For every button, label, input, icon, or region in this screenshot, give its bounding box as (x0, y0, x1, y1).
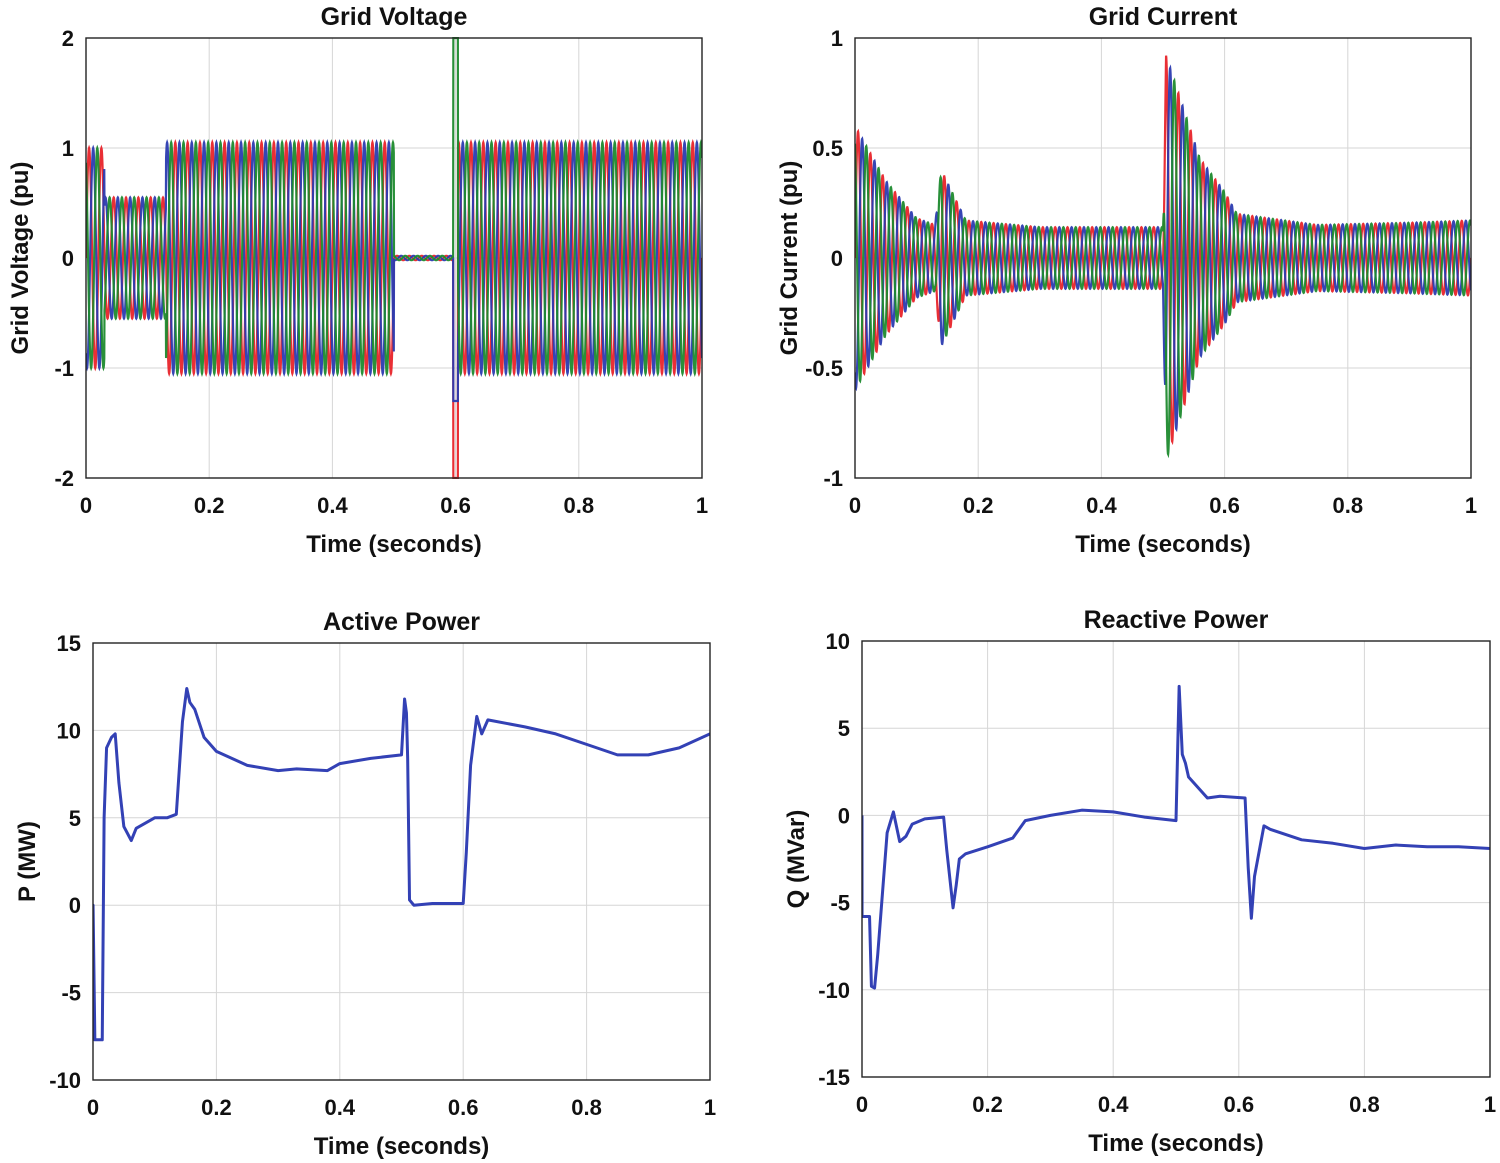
y-axis-label: Grid Current (pu) (776, 161, 803, 356)
x-tick-label: 1 (1484, 1092, 1496, 1117)
y-tick-label: 0 (831, 246, 843, 271)
x-tick-label: 1 (1465, 493, 1477, 518)
chart-panel-1: 0 0.2 0.4 0.6 0.8 1 2 1 0 -1 -2 Grid Voltage Time (s… (7, 3, 708, 558)
y-tick-label: 1 (62, 136, 74, 161)
y-tick-label: 10 (826, 629, 850, 654)
plot-area (855, 55, 1471, 459)
y-tick-label: -1 (823, 466, 843, 491)
axes-frame (85, 37, 703, 479)
x-axis-label: Time (seconds) (314, 1133, 490, 1160)
y-tick-label: 1 (831, 26, 843, 51)
x-tick-label: 0.8 (571, 1095, 602, 1120)
chart-title: Active Power (323, 608, 480, 636)
x-tick-label: 0 (80, 493, 92, 518)
x-tick-label: 0.8 (564, 493, 595, 518)
chart-panel-2: 0 0.2 0.4 0.6 0.8 1 1 0.5 0 -0.5 -1 Grid Current Tim… (776, 3, 1477, 558)
y-tick-label: -1 (54, 356, 74, 381)
x-tick-label: 0.4 (317, 493, 348, 518)
x-tick-label: 0 (87, 1095, 99, 1120)
y-tick-label: 2 (62, 26, 74, 51)
y-axis-label: Q (MVar) (783, 810, 810, 909)
x-tick-label: 1 (704, 1095, 716, 1120)
phase-2-line (86, 138, 702, 403)
y-tick-label: 5 (838, 716, 850, 741)
chart-panel-4: 0 0.2 0.4 0.6 0.8 1 10 5 0 -5 -10 -15 Reactive Power… (783, 606, 1496, 1157)
x-axis-label: Time (seconds) (306, 531, 482, 558)
y-tick-label: -2 (54, 466, 74, 491)
x-tick-label: 0.6 (440, 493, 471, 518)
x-tick-label: 0 (856, 1092, 868, 1117)
axes-frame (861, 640, 1491, 1078)
phase-3-line (86, 37, 702, 378)
x-tick-label: 0.8 (1333, 493, 1364, 518)
chart-title: Grid Voltage (321, 3, 468, 31)
series-line (93, 686, 710, 1042)
y-tick-label: 10 (57, 718, 81, 743)
y-axis-label: Grid Voltage (pu) (7, 162, 34, 355)
y-tick-label: 15 (57, 631, 81, 656)
plot-area (93, 686, 710, 1042)
x-tick-label: 0 (849, 493, 861, 518)
chart-panel-3: 0 0.2 0.4 0.6 0.8 1 15 10 5 0 -5 -10 Active Power Tim… (14, 608, 716, 1160)
x-tick-label: 0.2 (201, 1095, 232, 1120)
x-tick-label: 0.2 (194, 493, 225, 518)
plot-area (862, 684, 1490, 990)
y-tick-label: 0 (838, 803, 850, 828)
x-tick-label: 0.2 (972, 1092, 1003, 1117)
x-tick-label: 0.4 (1098, 1092, 1129, 1117)
y-tick-label: 0 (62, 246, 74, 271)
y-tick-label: 5 (69, 806, 81, 831)
y-tick-label: -5 (830, 891, 850, 916)
y-tick-label: 0 (69, 893, 81, 918)
x-axis-label: Time (seconds) (1075, 531, 1251, 558)
plot-area (86, 37, 702, 479)
y-tick-label: -10 (49, 1068, 81, 1093)
y-tick-label: -10 (818, 978, 850, 1003)
x-tick-label: 0.4 (1086, 493, 1117, 518)
series-line (862, 684, 1490, 990)
chart-title: Reactive Power (1084, 606, 1269, 634)
axes-frame (854, 37, 1472, 479)
phase-1-line (86, 139, 702, 479)
y-tick-label: -15 (818, 1065, 850, 1090)
phase-2-line (855, 64, 1471, 433)
y-tick-label: 0.5 (812, 136, 843, 161)
phase-3-line (855, 77, 1471, 459)
x-tick-label: 0.8 (1349, 1092, 1380, 1117)
y-tick-label: -0.5 (805, 356, 843, 381)
x-tick-label: 0.4 (325, 1095, 356, 1120)
x-tick-label: 0.6 (448, 1095, 479, 1120)
phase-1-line (855, 55, 1471, 446)
y-tick-label: -5 (61, 981, 81, 1006)
y-axis-label: P (MW) (14, 821, 41, 902)
x-tick-label: 1 (696, 493, 708, 518)
x-tick-label: 0.2 (963, 493, 994, 518)
chart-title: Grid Current (1089, 3, 1238, 31)
x-tick-label: 0.6 (1224, 1092, 1255, 1117)
x-axis-label: Time (seconds) (1088, 1130, 1264, 1157)
axes-frame (92, 642, 711, 1081)
x-tick-label: 0.6 (1209, 493, 1240, 518)
